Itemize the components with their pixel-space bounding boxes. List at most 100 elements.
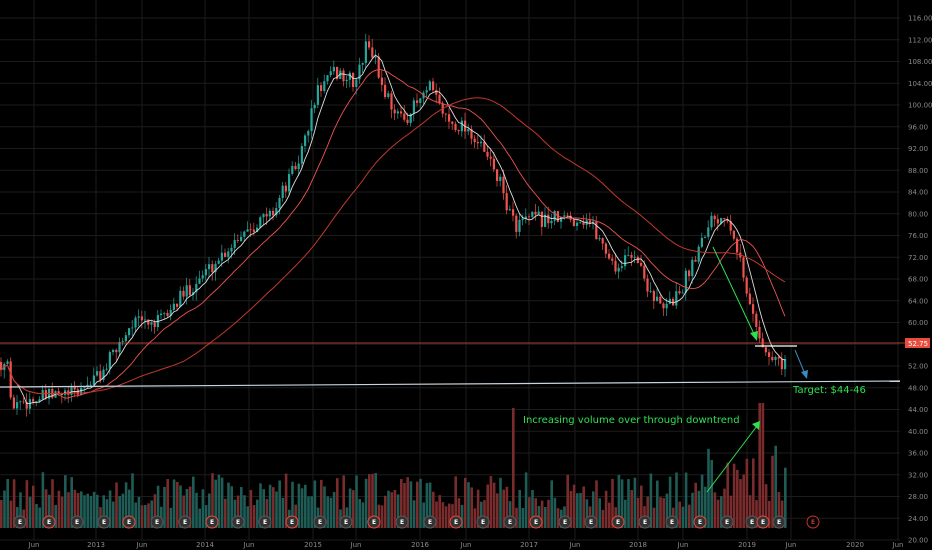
volume-bar — [704, 486, 707, 528]
volume-bar — [777, 492, 781, 528]
earnings-marker[interactable] — [150, 515, 164, 529]
earnings-marker[interactable] — [70, 515, 84, 529]
earnings-marker[interactable] — [665, 515, 679, 529]
volume-bar — [70, 477, 73, 528]
earnings-marker[interactable] — [529, 515, 543, 529]
earnings-marker[interactable] — [178, 515, 192, 529]
candle-body — [713, 215, 716, 220]
earnings-marker[interactable] — [503, 515, 517, 529]
candle-body — [176, 303, 179, 307]
price-tick-label: 28.00 — [908, 493, 928, 501]
candle-body — [550, 220, 553, 224]
earnings-marker[interactable] — [231, 515, 245, 529]
earnings-marker[interactable] — [449, 515, 463, 529]
earnings-marker[interactable] — [367, 515, 381, 529]
candle-body — [89, 384, 92, 386]
earnings-marker[interactable] — [258, 515, 272, 529]
candle-body — [361, 63, 364, 65]
volume-bar — [32, 485, 35, 528]
volume-bar — [172, 479, 176, 528]
candle-body — [73, 386, 76, 390]
earnings-marker[interactable] — [395, 515, 409, 529]
volume-bar — [409, 481, 413, 528]
earnings-marker[interactable] — [42, 515, 56, 529]
volume-bar — [112, 501, 115, 528]
candle-body — [278, 197, 281, 209]
volume-bar — [371, 473, 374, 528]
earnings-marker[interactable] — [558, 515, 572, 529]
volume-bar — [224, 498, 227, 528]
candle-body — [163, 312, 166, 314]
volume-bar — [454, 476, 457, 528]
candle-body — [652, 291, 655, 301]
earnings-marker[interactable] — [584, 515, 598, 529]
earnings-marker[interactable] — [638, 515, 652, 529]
candle-body — [579, 222, 582, 224]
earnings-marker[interactable] — [772, 515, 786, 529]
earnings-marker-label: E — [155, 519, 159, 526]
volume-bar — [774, 445, 777, 528]
candle-body — [515, 215, 518, 232]
volume-bar — [355, 475, 358, 528]
earnings-marker[interactable] — [122, 515, 136, 529]
candle-body — [384, 84, 387, 98]
earnings-marker[interactable] — [806, 515, 820, 529]
volume-bar — [540, 500, 544, 528]
candle-body — [268, 210, 271, 217]
earnings-marker[interactable] — [205, 515, 219, 529]
volume-bar — [528, 497, 531, 528]
volume-bar — [214, 479, 217, 528]
price-tick-label: 96.00 — [908, 123, 928, 131]
earnings-marker[interactable] — [423, 515, 437, 529]
earnings-marker[interactable] — [756, 515, 770, 529]
earnings-marker[interactable] — [339, 515, 353, 529]
candle-body — [560, 216, 563, 222]
target-arrow-head — [801, 370, 808, 379]
earnings-marker[interactable] — [693, 515, 707, 529]
candle-body — [553, 211, 556, 221]
volume-bar — [60, 496, 64, 528]
volume-bar — [243, 495, 246, 528]
candle-body — [598, 238, 601, 240]
earnings-marker[interactable] — [476, 515, 490, 529]
candle-body — [121, 341, 124, 343]
candle-body — [438, 94, 441, 104]
earnings-marker[interactable] — [13, 515, 27, 529]
volume-bar — [92, 491, 96, 528]
volume-bar — [396, 494, 400, 528]
candle-body — [691, 259, 694, 277]
earnings-marker[interactable] — [313, 515, 327, 529]
price-tick-label: 108.00 — [908, 58, 932, 66]
candle-body — [732, 230, 735, 239]
earnings-marker[interactable] — [285, 515, 299, 529]
candle-body — [41, 390, 44, 400]
earnings-marker[interactable] — [720, 515, 734, 529]
volume-bar — [732, 463, 736, 528]
candle-body — [742, 257, 745, 278]
earnings-marker-label: E — [670, 519, 674, 526]
earnings-marker[interactable] — [611, 515, 625, 529]
earnings-marker-label: E — [127, 519, 131, 526]
earnings-marker[interactable] — [97, 515, 111, 529]
price-tick-label: 72.00 — [908, 254, 928, 262]
volume-bar — [480, 501, 483, 528]
volume-bar — [630, 490, 633, 528]
volume-bar — [720, 496, 723, 528]
target-arrow-line — [794, 349, 806, 375]
volume-bar — [384, 495, 387, 528]
candle-body — [656, 296, 659, 301]
price-tick-label: 20.00 — [908, 537, 928, 545]
volume-bar — [624, 499, 627, 528]
candle-body — [12, 397, 15, 409]
volume-bar — [12, 479, 16, 528]
candle-body — [662, 303, 665, 309]
volume-bar — [73, 489, 77, 528]
candle-body — [646, 278, 649, 292]
candle-body — [668, 298, 671, 304]
time-tick-label: Jun — [460, 541, 472, 549]
volume-bar — [550, 480, 553, 528]
candle-body — [284, 185, 287, 192]
